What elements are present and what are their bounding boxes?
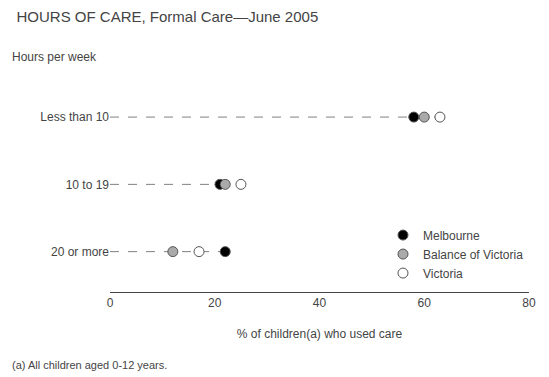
svg-text:HOURS OF CARE, Formal Care—Jun: HOURS OF CARE, Formal Care—June 2005 [16,8,318,25]
svg-text:40: 40 [313,296,327,310]
svg-text:Hours per week: Hours per week [12,50,97,64]
svg-text:80: 80 [522,296,536,310]
svg-text:Melbourne: Melbourne [423,229,480,243]
svg-text:0: 0 [107,296,114,310]
svg-text:20 or more: 20 or more [51,245,109,259]
svg-text:20: 20 [208,296,222,310]
svg-text:(a) All children aged 0-12 yea: (a) All children aged 0-12 years. [12,359,167,371]
svg-text:60: 60 [418,296,432,310]
svg-text:Victoria: Victoria [423,267,463,281]
svg-text:10 to 19: 10 to 19 [66,178,110,192]
svg-text:% of children(a) who used care: % of children(a) who used care [237,327,403,341]
svg-text:Less than 10: Less than 10 [40,110,109,124]
svg-text:Balance of Victoria: Balance of Victoria [423,248,523,262]
